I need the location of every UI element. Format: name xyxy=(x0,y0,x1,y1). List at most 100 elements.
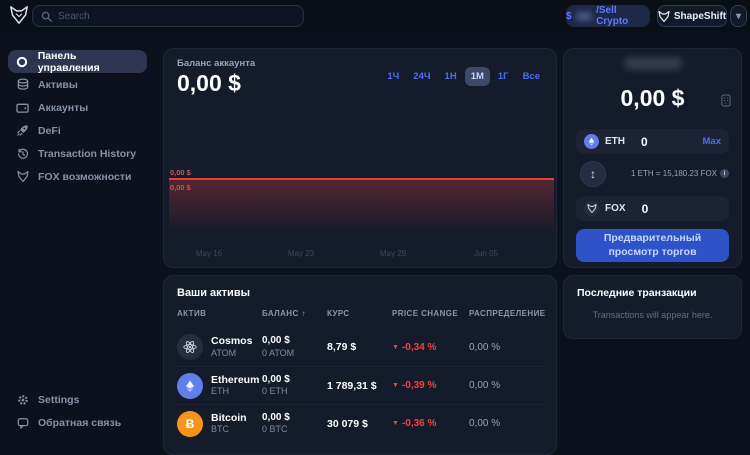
range-1m[interactable]: 1М xyxy=(464,67,490,86)
account-balance-card: Баланс аккаунта 0,00 $ 1Ч 24Ч 1Н 1М 1Г В… xyxy=(163,48,557,268)
sidebar-item-label: DeFi xyxy=(38,124,61,137)
dashboard-icon xyxy=(16,56,29,68)
from-amount-input[interactable] xyxy=(641,134,693,149)
range-all[interactable]: Все xyxy=(522,71,540,82)
trade-widget-card: 0,00 $ ETH Max ↕ 1 ETH = 15,180.23 FOX i xyxy=(563,48,742,268)
to-asset-symbol[interactable]: FOX xyxy=(605,203,626,214)
shapeshift-label: ShapeShift xyxy=(673,10,727,22)
sidebar-item-label: Активы xyxy=(38,78,78,91)
censored-trade-title xyxy=(623,58,682,69)
asset-allocation: 0,00 % xyxy=(469,380,501,391)
table-row-bitcoin[interactable]: Ƀ Bitcoin BTC 0,00 $ 0 BTC 30 079 $ ▼ -0… xyxy=(177,404,547,442)
btc-glyph: Ƀ xyxy=(185,416,195,431)
transactions-empty-text: Transactions will appear here. xyxy=(592,310,713,320)
shapeshift-fox-logo-icon[interactable] xyxy=(9,6,29,24)
sidebar-item-accounts[interactable]: Аккаунты xyxy=(8,96,147,119)
shapeshift-menu-button[interactable]: ShapeShift xyxy=(657,5,727,27)
asset-symbol: ATOM xyxy=(211,347,237,358)
sidebar-item-assets[interactable]: Активы xyxy=(8,73,147,96)
triangle-down-icon: ▼ xyxy=(392,420,399,427)
to-asset-row[interactable]: FOX xyxy=(576,196,729,221)
table-row-ethereum[interactable]: Ethereum ETH 0,00 $ 0 ETH 1 789,31 $ ▼ -… xyxy=(177,366,547,404)
triangle-down-icon: ▼ xyxy=(392,343,399,351)
dollar-icon: $ xyxy=(566,10,572,22)
exchange-rate-text: 1 ETH = 15,180.23 FOX xyxy=(630,169,717,178)
atom-coin-icon xyxy=(177,334,203,360)
chart-max-label: 0,00 $ xyxy=(170,168,191,177)
asset-name: Cosmos xyxy=(211,335,253,348)
asset-balance-fiat: 0,00 $ xyxy=(262,373,290,385)
assets-card-title: Ваши активы xyxy=(177,287,250,299)
assets-table-body: Cosmos ATOM 0,00 $ 0 ATOM 8,79 $ ▼ -0,34… xyxy=(177,328,547,442)
col-balance[interactable]: БАЛАНС ↑ xyxy=(262,309,327,318)
range-24h[interactable]: 24Ч xyxy=(413,71,431,82)
preview-trade-button[interactable]: Предварительный просмотр торгов xyxy=(576,229,729,262)
buy-sell-crypto-button[interactable]: $ /Sell Crypto xyxy=(566,5,650,27)
sidebar-item-label: Settings xyxy=(38,393,80,406)
topbar: $ /Sell Crypto ShapeShift ▾ xyxy=(0,0,750,32)
fox-coin-icon xyxy=(584,201,599,216)
numpad-toggle-icon[interactable] xyxy=(721,94,731,107)
topbar-dropdown-button[interactable]: ▾ xyxy=(730,5,747,27)
asset-allocation: 0,00 % xyxy=(469,418,501,429)
asset-price: 1 789,31 $ xyxy=(327,379,377,392)
censored-text xyxy=(575,11,593,21)
info-icon[interactable]: i xyxy=(720,169,729,178)
sidebar-item-defi[interactable]: DeFi xyxy=(8,119,147,142)
trade-fiat-amount[interactable]: 0,00 $ xyxy=(620,85,685,111)
chart-min-label: 0,00 $ xyxy=(170,183,191,192)
asset-balance-qty: 0 ETH xyxy=(262,386,288,397)
wallet-icon xyxy=(16,102,29,114)
sidebar-item-label: Панель управления xyxy=(37,49,100,74)
search-box[interactable] xyxy=(32,5,304,27)
chat-bubble-icon xyxy=(16,417,29,429)
asset-name: Bitcoin xyxy=(211,411,247,424)
sidebar-item-fox-opportunities[interactable]: FOX возможности xyxy=(8,165,147,188)
transactions-card-title: Последние транзакции xyxy=(577,287,697,299)
sidebar-item-label: Transaction History xyxy=(38,147,137,160)
x-axis-label: May 29 xyxy=(379,249,407,258)
to-amount-input[interactable] xyxy=(641,201,694,216)
table-row-cosmos[interactable]: Cosmos ATOM 0,00 $ 0 ATOM 8,79 $ ▼ -0,34… xyxy=(177,328,547,366)
history-clock-icon xyxy=(16,148,29,160)
from-asset-symbol[interactable]: ETH xyxy=(605,136,625,147)
swap-assets-button[interactable]: ↕ xyxy=(580,161,606,187)
asset-price-change: -0,36 % xyxy=(401,418,437,429)
range-1y[interactable]: 1Г xyxy=(497,71,509,82)
asset-balance-fiat: 0,00 $ xyxy=(262,411,290,423)
from-asset-row[interactable]: ETH Max xyxy=(576,129,729,154)
col-price[interactable]: КУРС xyxy=(327,309,350,318)
range-1w[interactable]: 1Н xyxy=(444,71,457,82)
chevron-down-icon: ▾ xyxy=(735,10,742,22)
sort-asc-icon: ↑ xyxy=(301,309,307,318)
sidebar-item-settings[interactable]: Settings xyxy=(8,388,147,411)
sidebar-footer: Settings Обратная связь xyxy=(0,388,155,434)
sidebar-nav: Панель управления Активы Аккаунты xyxy=(0,50,155,188)
sidebar-item-dashboard[interactable]: Панель управления xyxy=(8,49,147,74)
balance-card-title: Баланс аккаунта xyxy=(177,58,256,69)
asset-balance-qty: 0 BTC xyxy=(262,424,288,435)
col-balance-label: БАЛАНС xyxy=(262,309,299,318)
asset-balance-qty: 0 ATOM xyxy=(262,347,295,358)
sidebar: Панель управления Активы Аккаунты xyxy=(0,32,155,442)
search-icon xyxy=(41,11,52,22)
balance-chart-area-fill xyxy=(169,180,554,234)
asset-price: 8,79 $ xyxy=(327,341,357,353)
rocket-icon xyxy=(16,124,29,137)
col-asset[interactable]: АКТИВ xyxy=(177,309,207,318)
asset-name: Ethereum xyxy=(211,373,260,386)
col-allocation[interactable]: РАСПРЕДЕЛЕНИЕ xyxy=(469,309,546,318)
time-range-selector: 1Ч 24Ч 1Н 1М 1Г Все xyxy=(381,67,546,86)
buy-sell-label: /Sell Crypto xyxy=(596,5,629,27)
sidebar-item-transaction-history[interactable]: Transaction History xyxy=(8,142,147,165)
asset-symbol: BTC xyxy=(211,424,229,435)
search-input[interactable] xyxy=(58,10,295,22)
max-button[interactable]: Max xyxy=(702,136,721,147)
sidebar-item-feedback[interactable]: Обратная связь xyxy=(8,411,147,434)
eth-coin-icon xyxy=(584,134,599,149)
x-axis-label: May 23 xyxy=(287,249,315,258)
x-axis-label: Jun 05 xyxy=(473,249,499,258)
range-1h[interactable]: 1Ч xyxy=(387,71,400,82)
col-price-change[interactable]: PRICE CHANGE xyxy=(392,309,459,318)
sidebar-item-label: FOX возможности xyxy=(38,170,132,183)
